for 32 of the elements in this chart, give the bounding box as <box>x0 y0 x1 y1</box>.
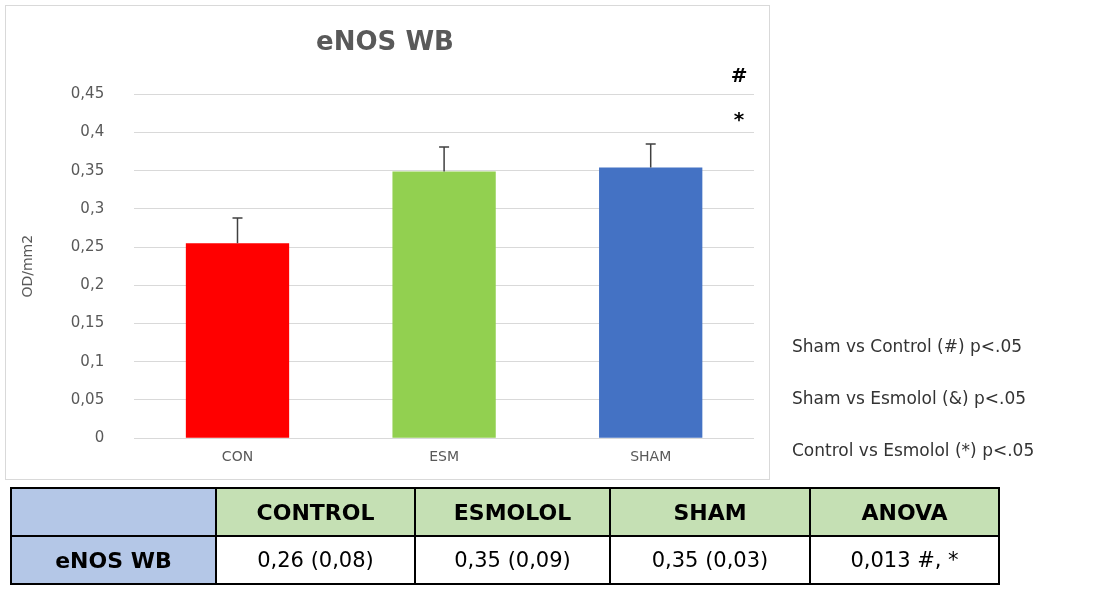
text: 0,013 #, * <box>810 536 999 584</box>
x-tick-label: CON <box>221 448 254 465</box>
text: 0,26 (0,08) <box>216 536 415 584</box>
y-tick-label: 0,4 <box>80 122 105 141</box>
y-axis-title: OD/mm2 <box>19 234 36 298</box>
bar <box>599 167 703 438</box>
text: SHAM <box>610 488 810 536</box>
text: CONTROL <box>216 488 415 536</box>
text: Sham vs Esmolol (&) p<.05 <box>792 388 1027 408</box>
text: 0,35 (0,09) <box>415 536 610 584</box>
y-tick-label: 0 <box>94 428 105 447</box>
y-tick-label: 0,15 <box>70 313 105 332</box>
y-tick-label: 0,35 <box>70 160 105 179</box>
text: # <box>730 63 748 88</box>
text: eNOS WB <box>11 536 216 584</box>
text: ESMOLOL <box>415 488 610 536</box>
text: ANOVA <box>810 488 999 536</box>
annotation: * <box>733 107 745 132</box>
bar <box>185 243 290 438</box>
y-tick-label: 0,3 <box>80 198 105 217</box>
text: Control vs Esmolol (*) p<.05 <box>792 440 1035 460</box>
text: 0,35 (0,03) <box>610 536 810 584</box>
text: Sham vs Control (#) p<.05 <box>792 336 1023 356</box>
x-tick-label: ESM <box>429 448 460 465</box>
chart-title: eNOS WB <box>316 26 454 57</box>
y-tick-label: 0,25 <box>70 236 105 255</box>
bar <box>392 171 496 438</box>
y-tick-label: 0,05 <box>70 389 105 408</box>
y-tick-label: 0,2 <box>80 275 105 294</box>
x-tick-label: SHAM <box>630 448 672 465</box>
y-tick-label: 0,1 <box>80 351 105 370</box>
y-tick-label: 0,45 <box>70 84 105 103</box>
